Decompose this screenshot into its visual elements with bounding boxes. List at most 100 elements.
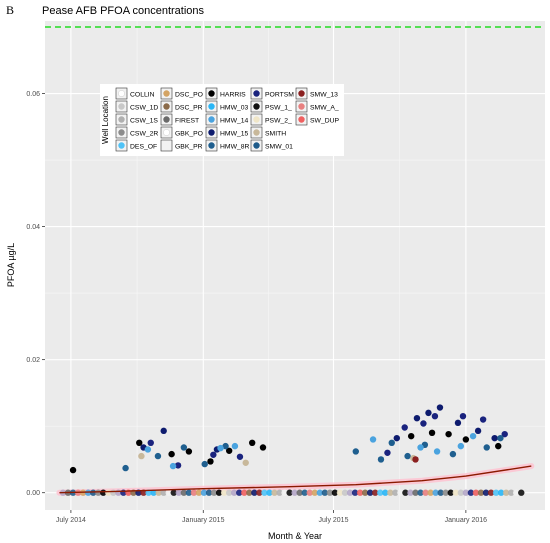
data-point-zero — [90, 489, 97, 496]
data-point-hmw-14 — [231, 442, 239, 450]
data-point-hmw-15 — [425, 409, 432, 417]
trend-line-path — [59, 465, 532, 494]
data-point-zero — [296, 489, 303, 496]
data-point-zero — [195, 489, 203, 496]
data-point-hmw-14 — [369, 436, 377, 443]
data-point-hmw-15 — [491, 434, 498, 442]
legend-swatch — [253, 90, 260, 97]
data-point-zero — [225, 489, 233, 496]
data-point-smith — [138, 452, 145, 460]
legend-label: SMW_13 — [310, 92, 338, 99]
y-tick-label: 0.04 — [26, 224, 40, 231]
x-tick-label: January 2016 — [445, 517, 488, 524]
data-point-zero — [271, 489, 278, 496]
legend-label: GBK_PO — [175, 131, 203, 138]
data-point-harris — [428, 429, 436, 437]
data-point-zero — [377, 489, 384, 496]
x-tick-label: July 2015 — [319, 517, 349, 524]
x-axis-label: Month & Year — [268, 531, 322, 541]
legend-swatch — [253, 103, 260, 110]
data-point-zero — [331, 489, 339, 496]
data-point-zero — [341, 489, 349, 496]
data-point-zero — [336, 489, 344, 496]
data-point-hmw-8r — [449, 450, 457, 458]
legend-swatch — [118, 142, 125, 149]
legend-swatch — [253, 129, 260, 136]
chart-title: Pease AFB PFOA concentrations — [42, 5, 205, 17]
data-point-zero — [321, 489, 329, 496]
data-point-harris — [407, 432, 415, 440]
data-point-hmw-8r — [388, 439, 395, 447]
legend-label: GBK_PR — [175, 144, 203, 151]
data-point-smith — [242, 459, 249, 466]
data-point-zero — [170, 489, 177, 496]
data-point-zero — [518, 489, 525, 496]
data-point-zero — [497, 489, 505, 496]
data-point-zero — [301, 489, 308, 496]
data-point-zero — [482, 489, 490, 496]
data-point-portsm — [384, 449, 391, 456]
data-point-zero — [286, 489, 293, 496]
legend-swatch — [208, 129, 215, 136]
x-tick-label: July 2014 — [56, 517, 86, 524]
data-point-zero — [437, 489, 444, 496]
data-point-zero — [422, 489, 429, 496]
legend-label: DSC_PR — [175, 105, 203, 112]
legend-label: CSW_2R — [130, 131, 158, 138]
data-point-hmw-8r — [154, 452, 162, 460]
data-point-hmw-15 — [413, 414, 421, 422]
y-tick-label: 0.00 — [26, 490, 40, 497]
legend-swatch — [253, 142, 260, 149]
data-point-hmw-8r — [352, 448, 359, 455]
data-point-zero — [366, 489, 374, 496]
data-point-zero — [246, 489, 253, 496]
data-point-zero — [507, 489, 515, 496]
legend-swatch — [253, 116, 260, 123]
legend-label: FIREST — [175, 118, 199, 125]
data-point-zero — [316, 489, 324, 496]
data-point-harris — [462, 436, 470, 443]
legend-label: CSW_1S — [130, 118, 158, 125]
legend-swatch — [118, 103, 125, 110]
y-axis-label: PFOA µg/L — [6, 243, 16, 287]
data-point-zero — [402, 489, 409, 496]
data-point-hmw-8r — [404, 452, 411, 460]
data-point-zero — [502, 489, 510, 496]
data-point-harris — [445, 430, 452, 438]
data-point-zero — [467, 489, 475, 496]
legend-swatch — [298, 103, 305, 110]
legend-label: SMW_A_ — [310, 105, 339, 112]
data-point-zero — [407, 489, 414, 496]
data-point-portsm — [459, 412, 467, 420]
data-point-zero — [190, 489, 198, 496]
legend-label: SW_DUP — [310, 118, 340, 125]
data-point-zero — [442, 489, 449, 496]
data-point-zero — [326, 489, 334, 496]
data-point-zero — [487, 489, 495, 496]
x-tick-label: January 2015 — [182, 517, 225, 524]
data-point-hmw-14 — [469, 432, 477, 440]
data-point-zero — [462, 489, 470, 496]
data-point-hmw-15 — [454, 419, 462, 427]
legend-swatch — [163, 129, 170, 136]
data-point-zero — [392, 489, 399, 496]
data-point-portsm — [501, 430, 508, 438]
data-point-zero — [311, 489, 318, 496]
trend-line — [59, 465, 532, 494]
data-point-hmw-15 — [474, 427, 482, 435]
legend-swatch — [163, 103, 170, 110]
data-point-zero — [215, 489, 223, 496]
legend-swatch — [118, 129, 125, 136]
data-point-portsm — [147, 439, 154, 447]
legend-label: DES_OF — [130, 144, 157, 151]
legend-label: DSC_PO — [175, 92, 203, 99]
y-tick-label: 0.06 — [26, 91, 40, 98]
legend-swatch — [208, 90, 215, 97]
data-point-zero — [266, 489, 273, 496]
data-point-hmw-8r — [222, 442, 229, 450]
data-point-hmw-8r — [497, 434, 504, 442]
data-point-harris — [207, 458, 214, 465]
legend-swatch — [118, 90, 125, 97]
data-point-zero — [477, 489, 485, 496]
data-point-zero — [220, 489, 228, 496]
